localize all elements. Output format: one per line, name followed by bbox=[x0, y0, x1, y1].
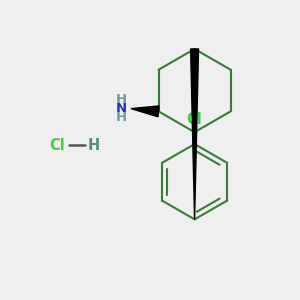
Text: H: H bbox=[88, 137, 100, 152]
Text: N: N bbox=[116, 102, 127, 115]
Text: Cl: Cl bbox=[49, 137, 65, 152]
Polygon shape bbox=[131, 106, 159, 117]
Text: Cl: Cl bbox=[187, 112, 202, 127]
Text: H: H bbox=[116, 111, 127, 124]
Text: H: H bbox=[116, 93, 127, 106]
Polygon shape bbox=[190, 49, 199, 219]
